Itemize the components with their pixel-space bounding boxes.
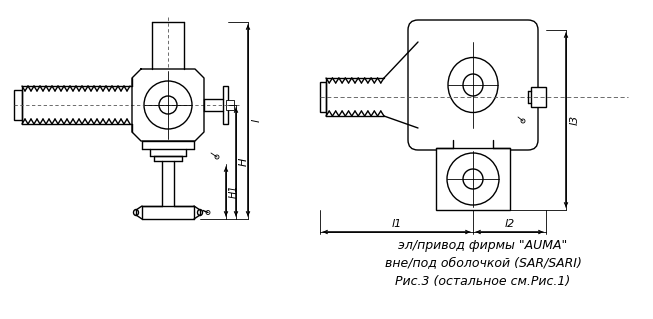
Circle shape xyxy=(447,153,499,205)
Bar xyxy=(436,148,510,210)
Circle shape xyxy=(521,119,525,123)
Text: l3: l3 xyxy=(570,115,580,125)
Text: l1: l1 xyxy=(391,219,402,229)
Text: l: l xyxy=(252,119,262,122)
Bar xyxy=(223,86,228,124)
Circle shape xyxy=(144,81,192,129)
Ellipse shape xyxy=(133,210,138,216)
Bar xyxy=(320,82,326,112)
Circle shape xyxy=(159,96,177,114)
Text: H1: H1 xyxy=(229,185,239,198)
Bar xyxy=(531,87,546,107)
Ellipse shape xyxy=(197,210,202,216)
Bar xyxy=(14,90,22,120)
Circle shape xyxy=(206,211,210,214)
Text: эл/привод фирмы "AUMA": эл/привод фирмы "AUMA" xyxy=(398,239,567,251)
Circle shape xyxy=(463,169,483,189)
Bar xyxy=(226,100,234,110)
FancyBboxPatch shape xyxy=(408,20,538,150)
Ellipse shape xyxy=(463,74,483,96)
Text: вне/под оболочкой (SAR/SARI): вне/под оболочкой (SAR/SARI) xyxy=(385,256,581,270)
Text: Рис.3 (остальное см.Рис.1): Рис.3 (остальное см.Рис.1) xyxy=(395,275,571,287)
Ellipse shape xyxy=(448,57,498,113)
Text: l2: l2 xyxy=(504,219,515,229)
Text: H: H xyxy=(239,158,249,166)
Circle shape xyxy=(215,155,219,159)
